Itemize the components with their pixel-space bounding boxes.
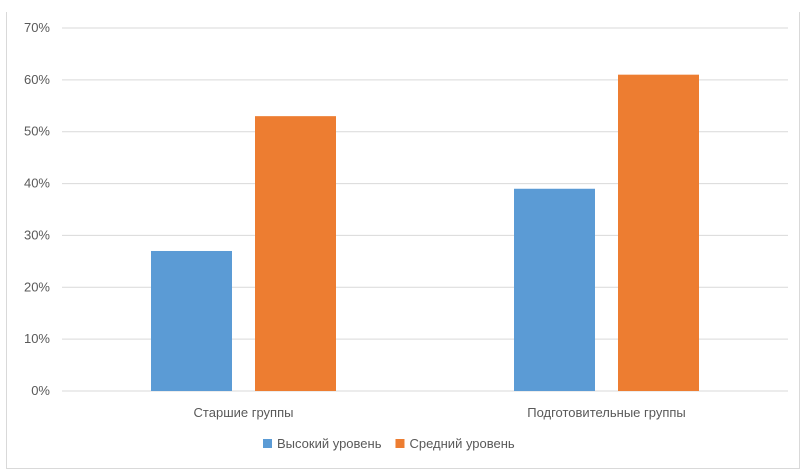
y-tick-label: 30% bbox=[24, 227, 50, 242]
bar bbox=[618, 74, 699, 392]
y-tick-label: 0% bbox=[31, 383, 50, 398]
y-tick-label: 70% bbox=[24, 20, 50, 35]
y-axis: 0% 10% 20% 30% 40% 50% 60% 70% bbox=[24, 20, 50, 398]
y-tick-label: 60% bbox=[24, 72, 50, 87]
x-axis: Старшие группы Подготовительные группы bbox=[194, 405, 686, 420]
y-tick-label: 50% bbox=[24, 124, 50, 139]
y-tick-label: 40% bbox=[24, 176, 50, 191]
legend-label: Средний уровень bbox=[409, 436, 514, 451]
bar bbox=[255, 116, 336, 392]
y-tick-label: 10% bbox=[24, 331, 50, 346]
bar bbox=[151, 250, 232, 391]
y-tick-label: 20% bbox=[24, 279, 50, 294]
legend: Высокий уровень Средний уровень bbox=[263, 436, 515, 451]
legend-label: Высокий уровень bbox=[277, 436, 382, 451]
legend-swatch bbox=[263, 439, 272, 448]
x-category-label: Подготовительные группы bbox=[527, 405, 686, 420]
bar bbox=[514, 188, 595, 391]
legend-swatch bbox=[395, 439, 405, 448]
bars bbox=[151, 74, 699, 392]
x-category-label: Старшие группы bbox=[194, 405, 294, 420]
